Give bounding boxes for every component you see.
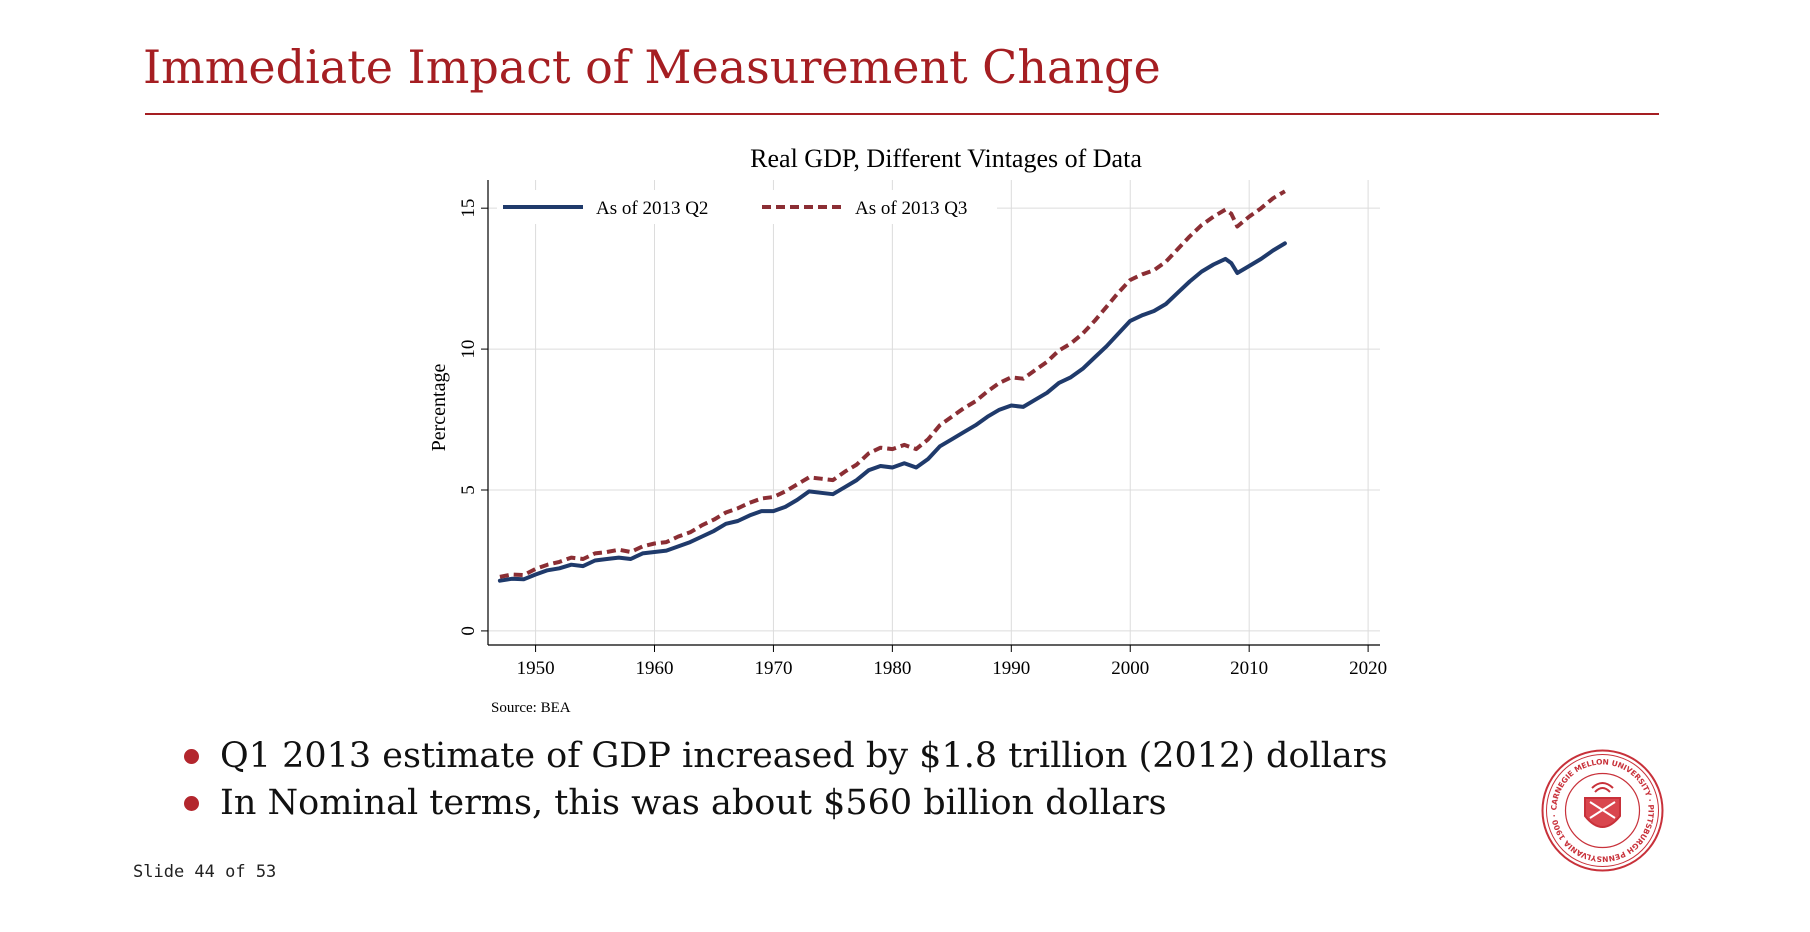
x-tick-label: 1950 xyxy=(517,658,555,679)
chart-title: Real GDP, Different Vintages of Data xyxy=(750,144,1142,173)
x-tick-label: 2020 xyxy=(1349,658,1387,679)
legend-label: As of 2013 Q2 xyxy=(596,198,708,219)
title-divider xyxy=(145,113,1659,115)
x-tick-label: 2000 xyxy=(1111,658,1149,679)
slide-title: Immediate Impact of Measurement Change xyxy=(143,40,1161,94)
slide-counter: Slide 44 of 53 xyxy=(133,862,277,882)
y-tick-label: 15 xyxy=(458,199,479,218)
x-tick-label: 1960 xyxy=(636,658,674,679)
legend-label: As of 2013 Q3 xyxy=(855,198,967,219)
x-tick-label: 1990 xyxy=(992,658,1030,679)
bullet-text: In Nominal terms, this was about $560 bi… xyxy=(220,783,1167,823)
x-tick-label: 2010 xyxy=(1230,658,1268,679)
bullet-text: Q1 2013 estimate of GDP increased by $1.… xyxy=(220,736,1388,776)
y-axis-label: Percentage xyxy=(428,364,450,452)
chart-source: Source: BEA xyxy=(491,700,571,716)
x-tick-label: 1980 xyxy=(873,658,911,679)
series-line xyxy=(497,241,1287,583)
bullet-item: In Nominal terms, this was about $560 bi… xyxy=(184,780,1387,827)
bullet-dot-icon xyxy=(184,749,199,764)
university-seal-logo: CARNEGIE MELLON UNIVERSITY · PITTSBURGH … xyxy=(1541,749,1664,872)
bullet-dot-icon xyxy=(184,796,199,811)
y-tick-label: 10 xyxy=(458,340,479,359)
bullet-list: Q1 2013 estimate of GDP increased by $1.… xyxy=(184,733,1387,827)
y-tick-label: 0 xyxy=(458,626,479,636)
y-tick-label: 5 xyxy=(458,485,479,495)
bullet-item: Q1 2013 estimate of GDP increased by $1.… xyxy=(184,733,1387,780)
x-tick-label: 1970 xyxy=(754,658,792,679)
